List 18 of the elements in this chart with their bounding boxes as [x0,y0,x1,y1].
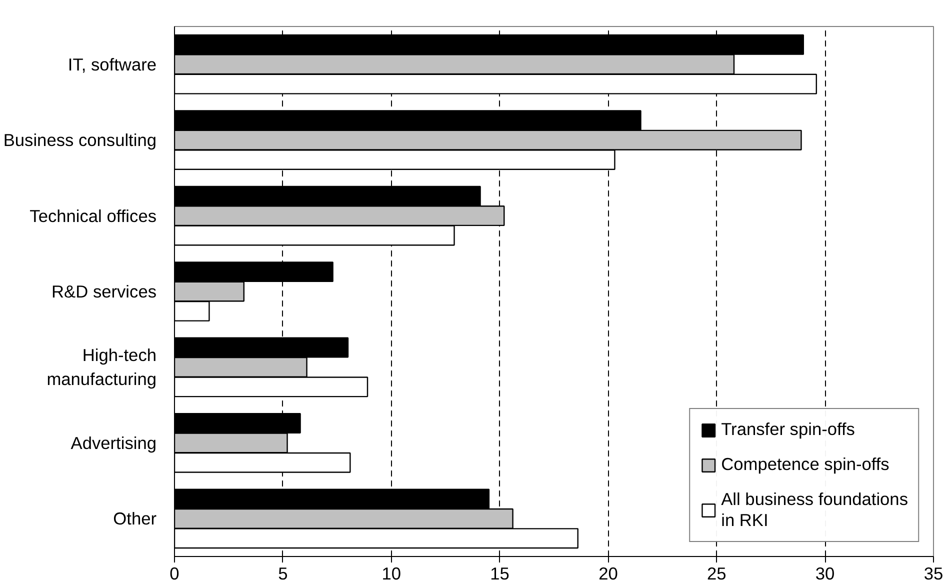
y-tick-label: Business consulting [3,130,157,150]
legend-label: All business foundations in RKI [721,489,908,531]
legend-label: Transfer spin-offs [721,419,855,440]
y-tick-label: R&D services [52,282,157,302]
legend-label: Competence spin-offs [721,454,890,475]
y-tick-label: IT, software [68,54,157,74]
x-tick-label: 5 [278,564,288,582]
x-tick-label: 20 [598,564,618,582]
y-tick-label: Advertising [70,432,156,453]
x-tick-label: 25 [707,564,726,582]
x-tick-label: 15 [490,564,510,582]
y-tick-label: Other [113,508,157,529]
x-tick-label: 35 [924,564,943,582]
y-tick-label: Technical offices [30,206,157,226]
x-tick-label: 0 [170,564,180,582]
x-tick-label: 30 [815,564,835,582]
x-tick-label: 10 [382,564,401,582]
y-tick-label: High-tech manufacturing [46,345,157,390]
